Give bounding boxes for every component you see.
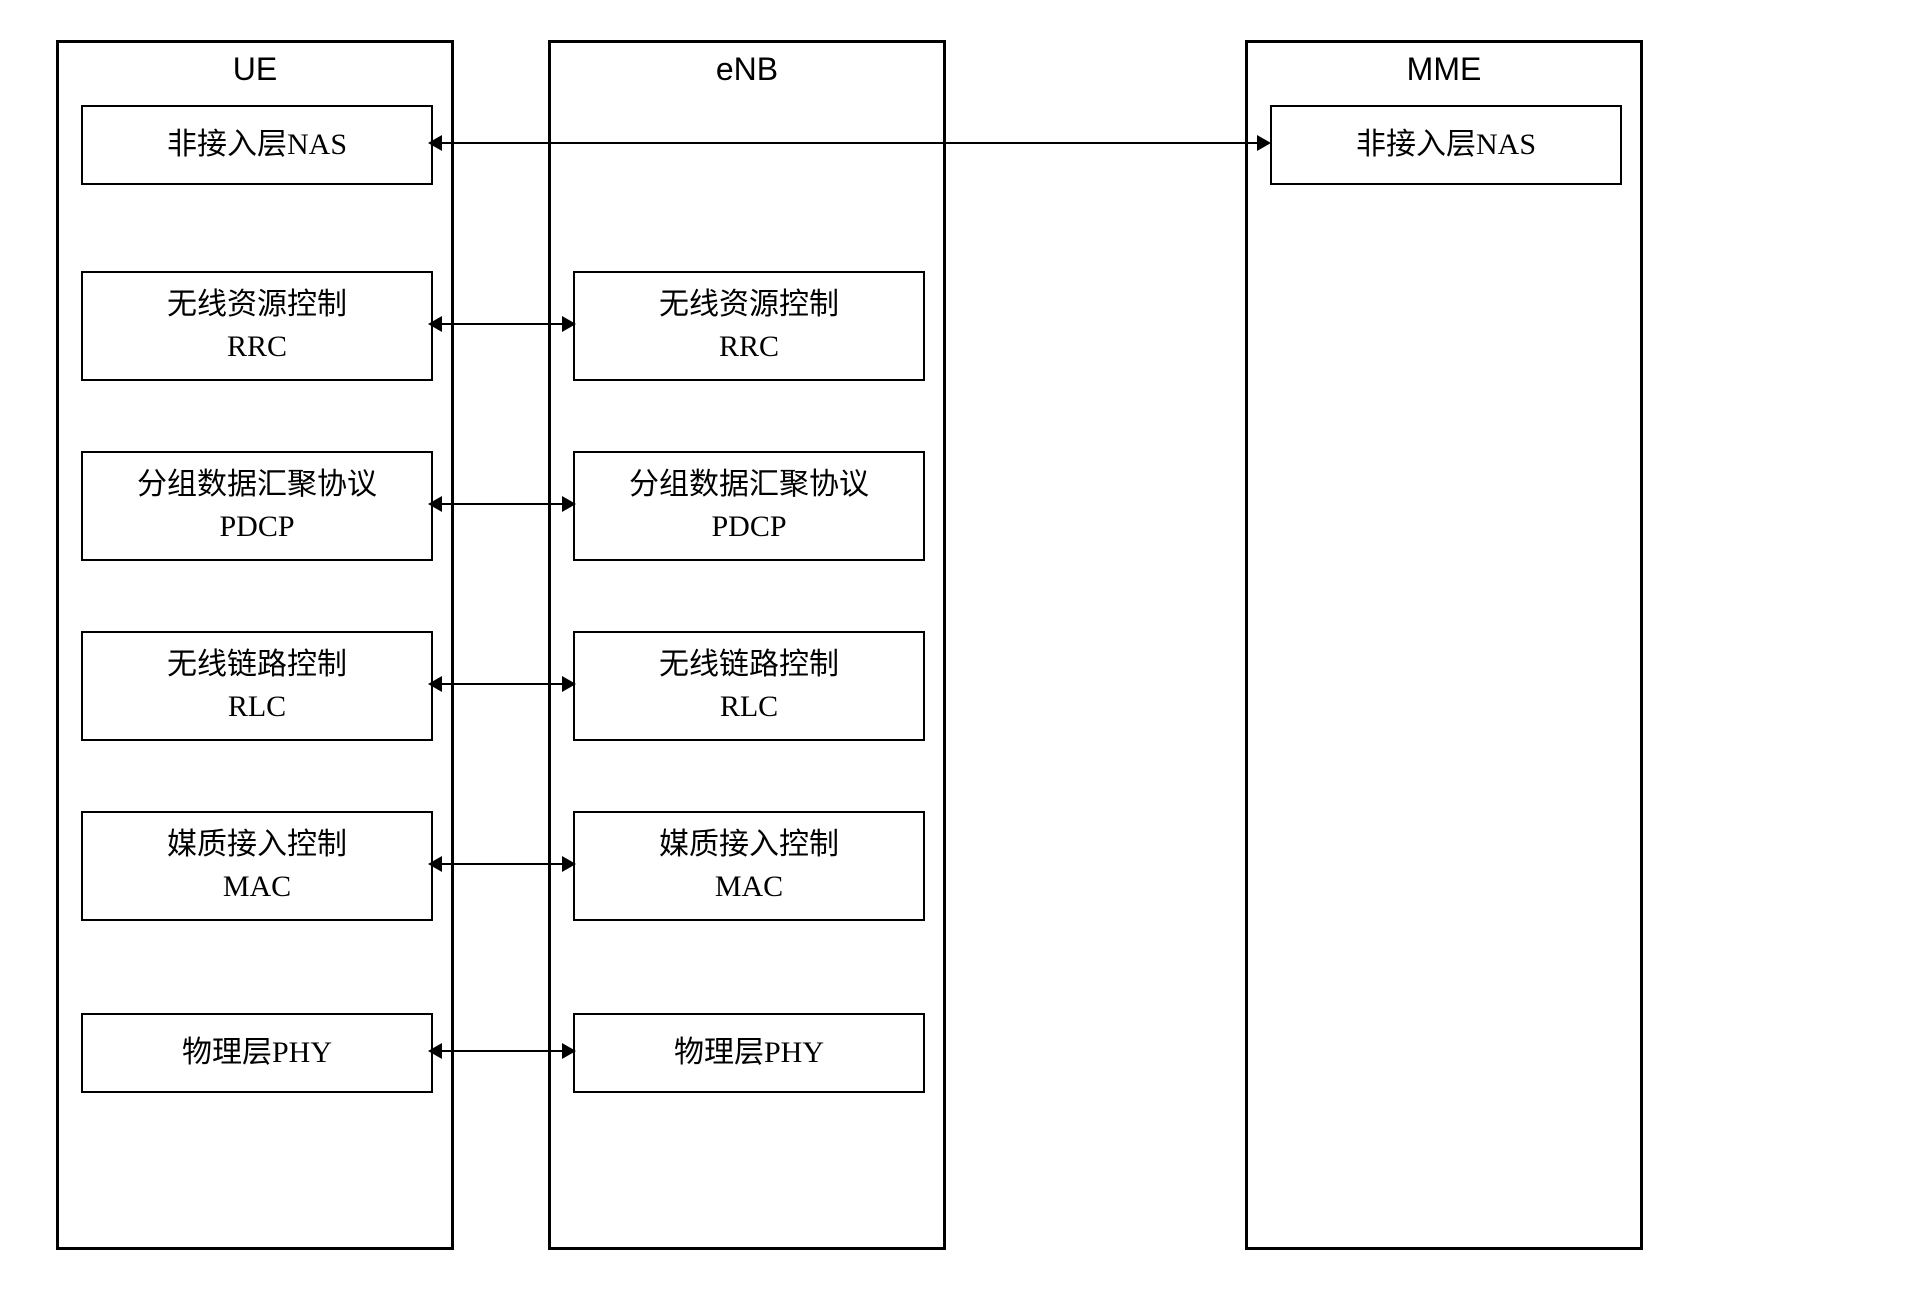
enb-phy-layer: 物理层PHY xyxy=(573,1013,925,1093)
pdcp-arrow-left xyxy=(428,496,442,512)
ue-rlc-label2: RLC xyxy=(228,686,286,728)
mme-nas-label: 非接入层NAS xyxy=(1356,124,1536,166)
ue-rrc-label1: 无线资源控制 xyxy=(167,284,347,326)
rrc-arrow-left xyxy=(428,316,442,332)
enb-rrc-label1: 无线资源控制 xyxy=(659,284,839,326)
phy-arrow-line xyxy=(440,1050,564,1052)
ue-rrc-label2: RRC xyxy=(227,326,287,368)
ue-mac-layer: 媒质接入控制 MAC xyxy=(81,811,433,921)
nas-arrow-right xyxy=(1257,135,1271,151)
ue-mac-label2: MAC xyxy=(223,866,291,908)
ue-nas-label: 非接入层NAS xyxy=(167,124,347,166)
rrc-arrow-line xyxy=(440,323,564,325)
enb-mac-label2: MAC xyxy=(715,866,783,908)
pdcp-arrow-line xyxy=(440,503,564,505)
enb-pdcp-label2: PDCP xyxy=(711,506,786,548)
enb-phy-label: 物理层PHY xyxy=(674,1032,824,1074)
enb-rlc-label1: 无线链路控制 xyxy=(659,644,839,686)
ue-pdcp-label2: PDCP xyxy=(219,506,294,548)
mac-arrow-right xyxy=(562,856,576,872)
phy-arrow-right xyxy=(562,1043,576,1059)
ue-phy-layer: 物理层PHY xyxy=(81,1013,433,1093)
mme-title: MME xyxy=(1248,43,1640,96)
enb-mac-label1: 媒质接入控制 xyxy=(659,824,839,866)
ue-nas-layer: 非接入层NAS xyxy=(81,105,433,185)
rlc-arrow-left xyxy=(428,676,442,692)
ue-mac-label1: 媒质接入控制 xyxy=(167,824,347,866)
enb-rlc-layer: 无线链路控制 RLC xyxy=(573,631,925,741)
mac-arrow-line xyxy=(440,863,564,865)
ue-pdcp-layer: 分组数据汇聚协议 PDCP xyxy=(81,451,433,561)
rlc-arrow-line xyxy=(440,683,564,685)
enb-pdcp-label1: 分组数据汇聚协议 xyxy=(629,464,869,506)
nas-arrow-left xyxy=(428,135,442,151)
rrc-arrow-right xyxy=(562,316,576,332)
ue-rlc-layer: 无线链路控制 RLC xyxy=(81,631,433,741)
enb-mac-layer: 媒质接入控制 MAC xyxy=(573,811,925,921)
ue-title: UE xyxy=(59,43,451,96)
ue-pdcp-label1: 分组数据汇聚协议 xyxy=(137,464,377,506)
ue-phy-label: 物理层PHY xyxy=(182,1032,332,1074)
mme-nas-layer: 非接入层NAS xyxy=(1270,105,1622,185)
enb-rlc-label2: RLC xyxy=(720,686,778,728)
enb-column: eNB 无线资源控制 RRC 分组数据汇聚协议 PDCP 无线链路控制 RLC … xyxy=(548,40,946,1250)
nas-arrow-line xyxy=(440,142,1259,144)
protocol-stack-diagram: UE 非接入层NAS 无线资源控制 RRC 分组数据汇聚协议 PDCP 无线链路… xyxy=(20,20,1928,1289)
mme-column: MME 非接入层NAS xyxy=(1245,40,1643,1250)
ue-column: UE 非接入层NAS 无线资源控制 RRC 分组数据汇聚协议 PDCP 无线链路… xyxy=(56,40,454,1250)
enb-rrc-layer: 无线资源控制 RRC xyxy=(573,271,925,381)
enb-pdcp-layer: 分组数据汇聚协议 PDCP xyxy=(573,451,925,561)
ue-rlc-label1: 无线链路控制 xyxy=(167,644,347,686)
ue-rrc-layer: 无线资源控制 RRC xyxy=(81,271,433,381)
enb-rrc-label2: RRC xyxy=(719,326,779,368)
pdcp-arrow-right xyxy=(562,496,576,512)
enb-title: eNB xyxy=(551,43,943,96)
mac-arrow-left xyxy=(428,856,442,872)
phy-arrow-left xyxy=(428,1043,442,1059)
rlc-arrow-right xyxy=(562,676,576,692)
